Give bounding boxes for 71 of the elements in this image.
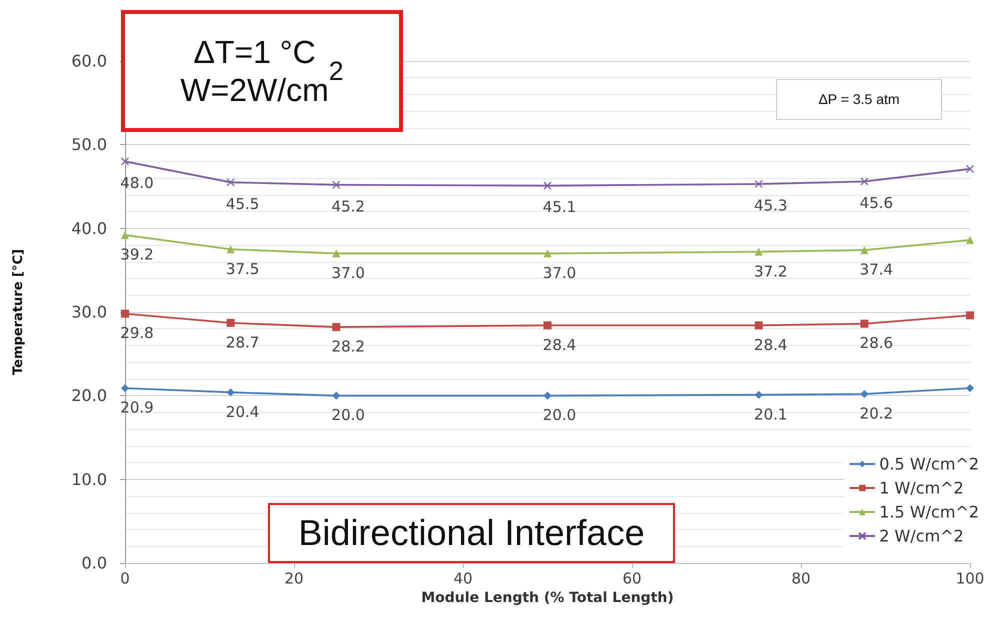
point <box>332 323 340 332</box>
point <box>121 384 129 392</box>
x-tick-label: 0 <box>120 570 130 588</box>
x-tick-label: 60 <box>622 570 642 588</box>
point <box>860 246 868 254</box>
data-label: 20.0 <box>542 406 576 424</box>
data-label: 20.0 <box>332 406 365 424</box>
data-label: 20.4 <box>226 402 260 421</box>
data-label: 28.7 <box>226 333 260 352</box>
point <box>544 321 552 330</box>
data-label: 45.5 <box>226 194 260 213</box>
data-label: 28.4 <box>754 336 788 354</box>
y-tick-label: 60.0 <box>71 52 107 70</box>
x-axis-title: Module Length (% Total Length) <box>421 590 674 606</box>
data-label: 20.2 <box>860 404 894 422</box>
data-label: 37.5 <box>226 260 260 278</box>
point <box>226 318 235 327</box>
point <box>544 249 552 258</box>
legend-label: 1 W/cm^2 <box>879 478 964 498</box>
data-label: 45.6 <box>860 194 894 212</box>
data-label: 37.4 <box>860 260 894 279</box>
data-label: 20.1 <box>754 405 788 424</box>
point <box>226 245 235 254</box>
point <box>966 311 974 320</box>
x-tick-label: 20 <box>284 570 304 588</box>
data-label: 20.9 <box>120 398 154 417</box>
data-label: 37.2 <box>754 262 788 280</box>
point <box>754 390 763 399</box>
data-label: 37.0 <box>332 264 365 282</box>
data-label: 28.6 <box>860 334 894 352</box>
point <box>332 392 340 400</box>
point <box>332 180 340 189</box>
point <box>754 180 763 188</box>
data-label: 45.1 <box>542 198 576 216</box>
point <box>860 390 868 398</box>
legend-label: 1.5 W/cm^2 <box>879 502 980 522</box>
point <box>544 392 552 400</box>
legend-label: 2 W/cm^2 <box>879 526 964 546</box>
point <box>120 157 130 166</box>
point <box>754 321 763 330</box>
data-label: 45.3 <box>754 196 788 214</box>
point <box>966 236 974 244</box>
data-label: 48.0 <box>120 174 154 192</box>
y-axis-title: Temperature [°C] <box>11 249 26 375</box>
point <box>226 178 235 186</box>
y-tick-label: 10.0 <box>71 470 107 489</box>
point <box>543 182 552 190</box>
point <box>332 249 340 258</box>
data-label: 37.0 <box>542 264 576 282</box>
point <box>226 388 235 396</box>
y-tick-label: 20.0 <box>71 386 107 406</box>
data-label: 28.2 <box>332 338 365 356</box>
point <box>860 177 868 186</box>
point <box>966 384 974 392</box>
data-label: 39.2 <box>120 246 154 264</box>
y-tick-label: 0.0 <box>82 554 107 572</box>
y-tick-label: 40.0 <box>71 218 107 238</box>
data-label: 29.8 <box>120 324 154 342</box>
data-label: 28.4 <box>542 336 576 354</box>
point <box>966 164 974 174</box>
x-tick-label: 40 <box>453 570 473 588</box>
x-tick-label: 80 <box>791 570 811 588</box>
x-tick-label: 100 <box>956 570 984 588</box>
point <box>754 248 763 256</box>
y-tick-label: 50.0 <box>71 135 107 154</box>
point <box>121 310 129 318</box>
point <box>860 320 868 328</box>
y-tick-label: 30.0 <box>71 302 107 322</box>
legend-label: 0.5 W/cm^2 <box>879 454 980 474</box>
point <box>121 231 129 240</box>
data-label: 45.2 <box>332 197 365 216</box>
